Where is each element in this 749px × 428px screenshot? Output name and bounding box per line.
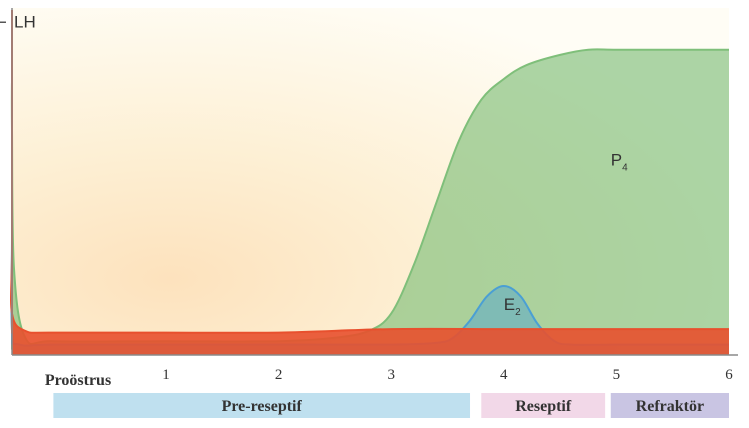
phase-bar-pre-reseptif [53,393,471,418]
x-tick-label: 2 [275,367,283,383]
x-tick-label: 6 [725,367,733,383]
x-tick-label: 4 [500,367,508,383]
x-tick-labels: 1 2 3 4 5 6 [162,367,733,383]
x-tick-label: 1 [162,367,170,383]
start-label: Proöstrus [45,372,111,389]
phase-bar-refrakt-r [610,393,729,418]
x-tick-label: 3 [387,367,395,383]
series-p4-area [11,49,730,356]
phase-bars: Pre-reseptif Reseptif Refraktör [53,393,729,418]
x-tick-label: 5 [613,367,621,383]
series-label-lh: LH [14,12,36,31]
phase-label-reseptif: Reseptif [515,398,572,415]
phase-label-pre-reseptif: Pre-reseptif [222,398,303,415]
phase-label-refrakt-r: Refraktör [636,398,704,415]
phase-bar-reseptif [481,393,606,418]
